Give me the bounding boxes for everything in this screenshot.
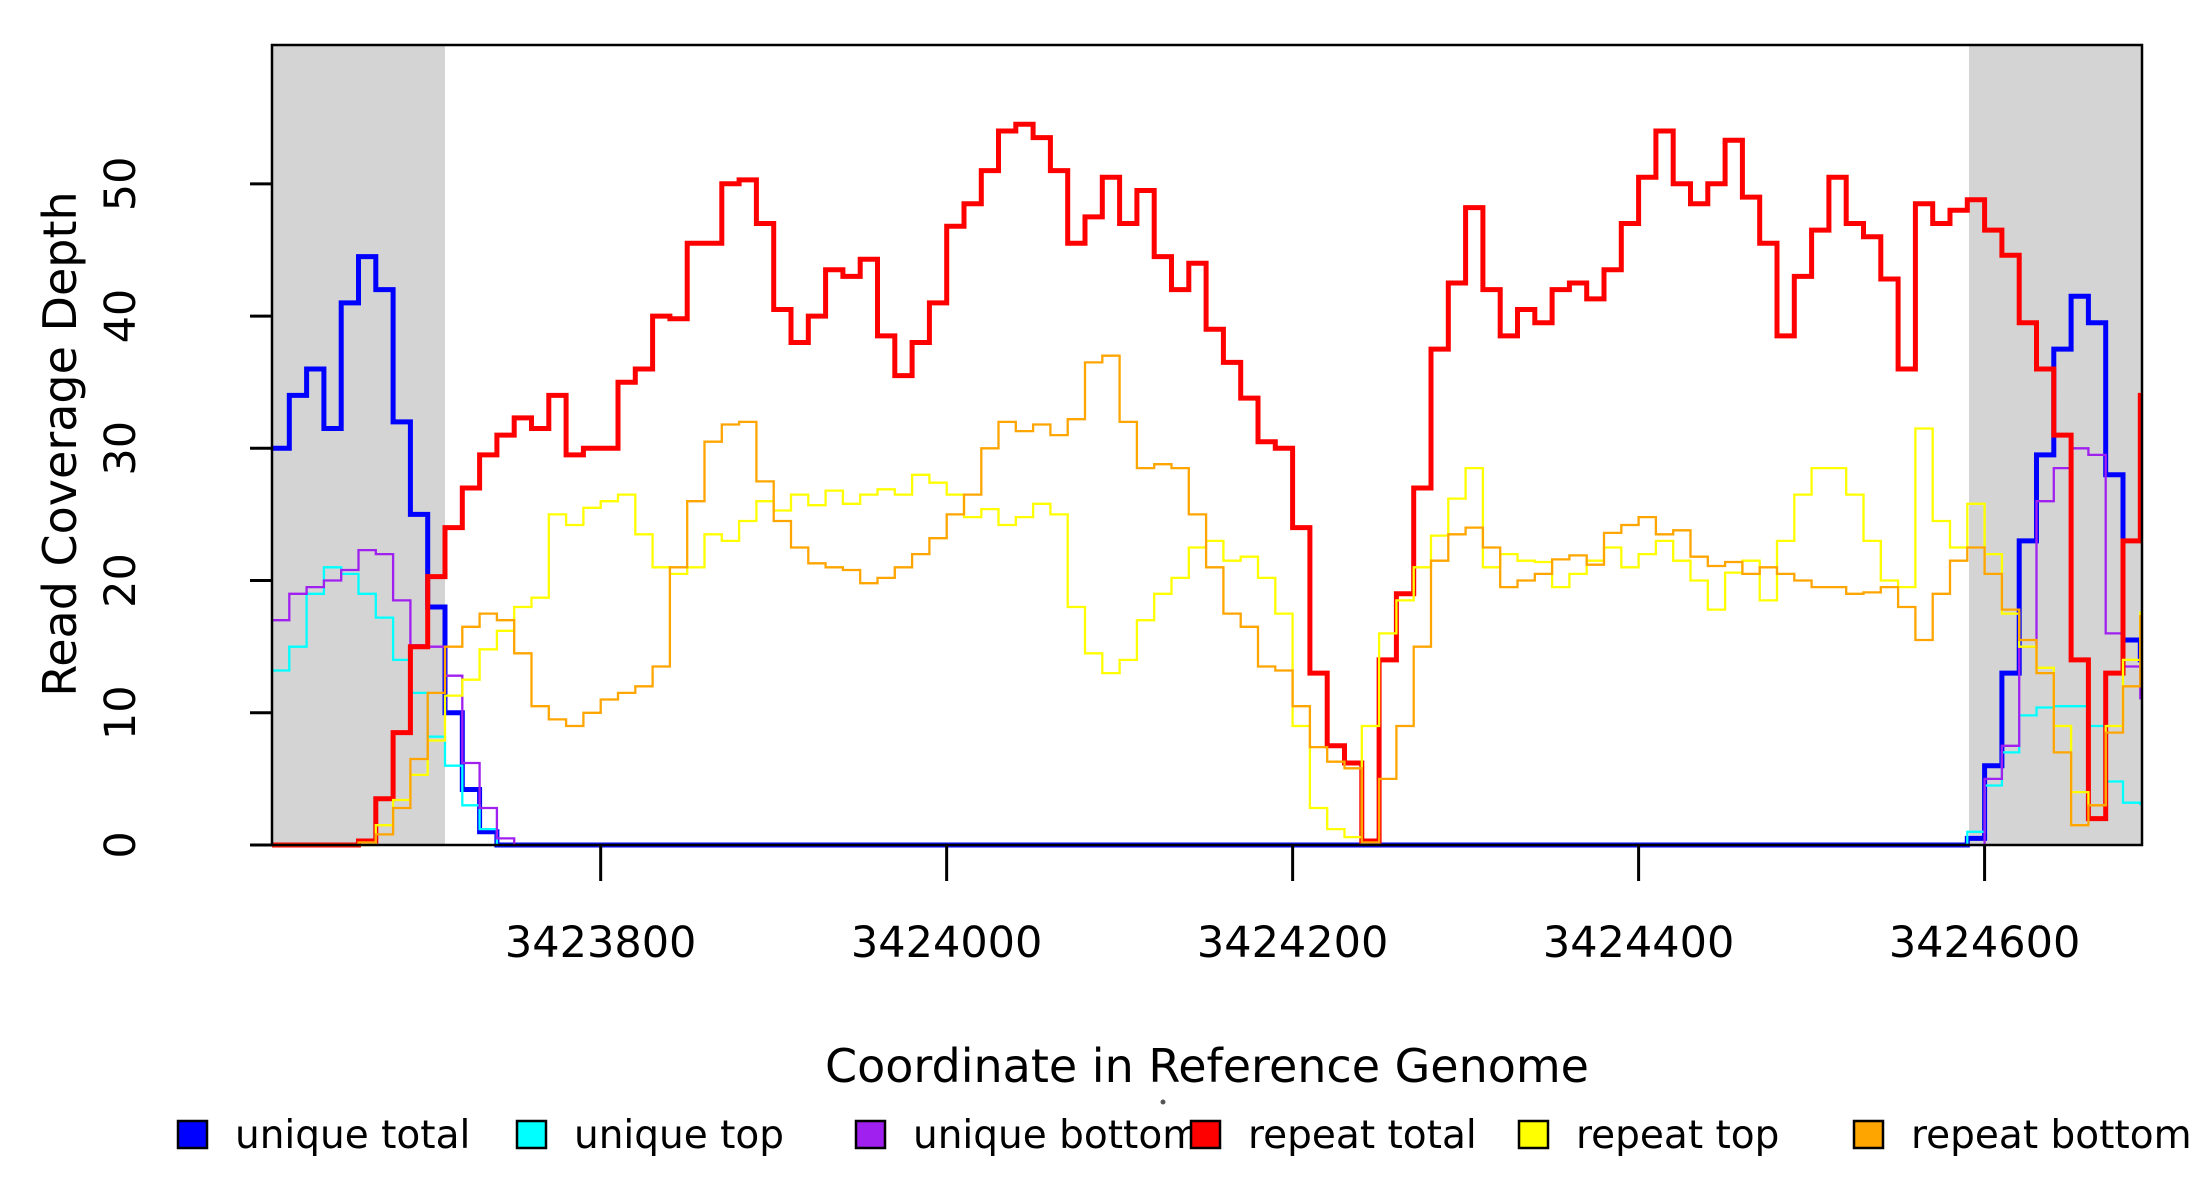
legend-label-unique-top: unique top (574, 1113, 784, 1158)
shaded-region-left (272, 45, 445, 845)
legend-item-unique-bottom: unique bottom (854, 1113, 1200, 1158)
legend-label-repeat-top: repeat top (1576, 1113, 1779, 1158)
x-tick-label: 3424000 (851, 918, 1043, 968)
legend-swatch-repeat-top (1517, 1119, 1550, 1150)
y-tick-label: 40 (96, 289, 146, 344)
legend-swatch-unique-bottom (854, 1119, 887, 1150)
series-repeat-top (272, 427, 2142, 847)
stray-mark (1160, 1099, 1166, 1105)
legend-swatch-repeat-total (1189, 1119, 1222, 1150)
series-repeat-total (272, 121, 2143, 848)
legend-label-unique-bottom: unique bottom (913, 1113, 1200, 1158)
legend-label-repeat-total: repeat total (1248, 1113, 1477, 1158)
x-axis-title: Coordinate in Reference Genome (825, 1039, 1589, 1093)
axes: 0 10 20 30 40 50 3423800 3424000 3424200 3424400 3… (96, 43, 2144, 968)
legend-item-repeat-total: repeat total (1189, 1113, 1477, 1158)
legend-swatch-unique-top (515, 1119, 548, 1150)
y-axis-title: Read Coverage Depth (33, 191, 87, 696)
series-lines (272, 121, 2143, 848)
y-tick-label: 20 (96, 553, 146, 608)
legend-swatch-unique-total (176, 1119, 209, 1150)
y-tick-label: 10 (96, 685, 146, 740)
y-tick-label: 0 (96, 831, 146, 858)
x-tick-label: 3424200 (1197, 918, 1389, 968)
legend-item-unique-total: unique total (176, 1113, 470, 1158)
x-tick-label: 3424600 (1889, 918, 2081, 968)
x-tick-label: 3423800 (505, 918, 697, 968)
legend: unique total unique top unique bottom repea… (176, 1113, 2192, 1158)
y-tick-label: 30 (96, 421, 146, 476)
series-unique-top (272, 566, 2142, 847)
plot-border (270, 43, 2144, 847)
series-unique-bottom (272, 447, 2142, 847)
legend-item-repeat-top: repeat top (1517, 1113, 1779, 1158)
y-tick-label: 50 (96, 156, 146, 211)
legend-label-repeat-bottom: repeat bottom (1911, 1113, 2192, 1158)
x-tick-label: 3424400 (1543, 918, 1735, 968)
legend-item-repeat-bottom: repeat bottom (1852, 1113, 2192, 1158)
legend-swatch-repeat-bottom (1852, 1119, 1885, 1150)
legend-label-unique-total: unique total (235, 1113, 470, 1158)
legend-item-unique-top: unique top (515, 1113, 784, 1158)
series-repeat-bottom (272, 354, 2142, 847)
shaded-regions (272, 45, 2142, 845)
